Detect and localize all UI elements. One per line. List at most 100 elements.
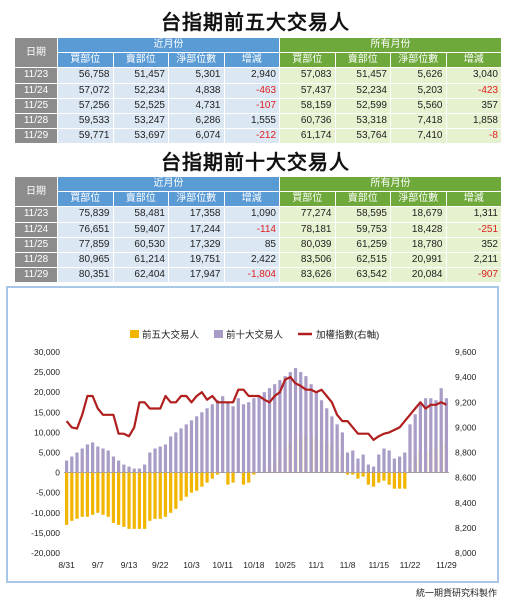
bar [371,472,376,487]
row-date: 11/29 [14,267,58,284]
x-tick-label: 9/7 [92,560,104,570]
bar [122,472,126,527]
table-cell: 5,301 [168,67,225,84]
bar [205,472,209,483]
date-header: 日期 [14,36,58,69]
bar [158,472,162,519]
bar [392,458,396,473]
bar [283,376,287,473]
col-header: 增減 [445,191,502,208]
table-cell: 53,697 [112,128,169,145]
bar [408,424,412,473]
bar [247,472,251,483]
table-cell: 51,457 [112,67,169,84]
bar [356,458,360,473]
bar [70,456,74,473]
table2: 日期 近月份 所有月份 買部位 賣部位 淨部位數 增減 買部位 賣部位 淨部位數… [14,175,502,284]
bar [371,466,376,473]
table-cell: 18,679 [390,206,447,223]
bar [91,442,95,473]
bar [293,368,298,473]
near-month-header: 近月份 [57,175,280,193]
bar [111,456,116,473]
table-cell: 80,039 [279,236,336,253]
bar [335,424,339,473]
row-date: 11/23 [14,67,58,84]
bar [70,472,74,521]
all-month-header: 所有月份 [279,175,502,193]
y-right-tick-label: 8,400 [455,498,477,508]
table-cell: 17,329 [168,236,225,253]
y-right-tick-label: 9,200 [455,397,477,407]
bar [434,400,438,473]
y-left-tick-label: -15,000 [31,528,60,538]
y-left-tick-label: 25,000 [34,367,60,377]
y-left-tick-label: 10,000 [34,427,60,437]
bar [189,472,194,493]
bar [106,472,110,517]
table-cell: 57,256 [57,97,114,114]
bar [413,414,417,473]
bar [387,450,391,473]
bar [163,472,168,517]
y-right-tick-label: 8,000 [455,548,477,558]
all-month-header: 所有月份 [279,36,502,54]
y-left-tick-label: 5,000 [39,448,61,458]
table-cell: -1,804 [223,267,280,284]
bar [111,472,116,523]
bar [351,450,355,473]
table-cell: 59,407 [112,221,169,238]
table-cell: 2,940 [223,67,280,84]
table-cell: 58,159 [279,97,336,114]
bar [143,464,147,473]
bar [174,432,178,473]
table-cell: 52,599 [334,97,391,114]
bar [132,472,136,529]
table-cell: 20,084 [390,267,447,284]
table2-title: 台指期前十大交易人 [161,150,350,174]
bar [184,472,188,497]
bar [117,460,121,473]
table-cell: 1,090 [223,206,280,223]
bar [361,472,365,477]
legend-swatch [130,330,139,338]
col-header: 買部位 [57,52,114,69]
table-cell: 57,072 [57,82,114,99]
bar [377,454,381,473]
bar [345,472,350,475]
bar [85,444,90,473]
bar [267,388,272,473]
col-header: 淨部位數 [168,191,225,208]
table-cell: 18,780 [390,236,447,253]
row-date: 11/24 [14,82,58,99]
bar [382,448,386,473]
bar [377,472,381,483]
y-right-tick-label: 8,600 [455,473,477,483]
bar [231,472,235,483]
near-month-header: 近月份 [57,36,280,54]
col-header: 淨部位數 [390,52,447,69]
bar [392,472,396,489]
table-cell: 1,555 [223,112,280,130]
table1: 日期 近月份 所有月份 買部位 賣部位 淨部位數 增減 買部位 賣部位 淨部位數… [14,36,502,145]
bar [137,468,142,473]
bar [304,376,308,473]
bar [351,472,355,475]
legend-swatch [214,330,223,338]
bar [299,372,303,473]
bar [361,454,365,473]
table-cell: 57,437 [279,82,336,99]
table-cell: 1,858 [445,112,502,130]
table-cell: 63,542 [334,267,391,284]
col-header: 淨部位數 [390,191,447,208]
bar [340,432,344,473]
bar [403,452,407,473]
table-row: 11/28 80,965 61,214 19,751 2,422 83,506 62,515… [14,251,502,269]
table-row: 11/23 75,839 58,481 17,358 1,090 77,274 58,595… [14,206,502,223]
x-tick-label: 11/1 [308,560,324,570]
bar [236,398,240,473]
table-cell: 5,626 [390,67,447,84]
bar [314,392,318,473]
bar [423,398,428,473]
col-header: 賣部位 [334,52,391,69]
